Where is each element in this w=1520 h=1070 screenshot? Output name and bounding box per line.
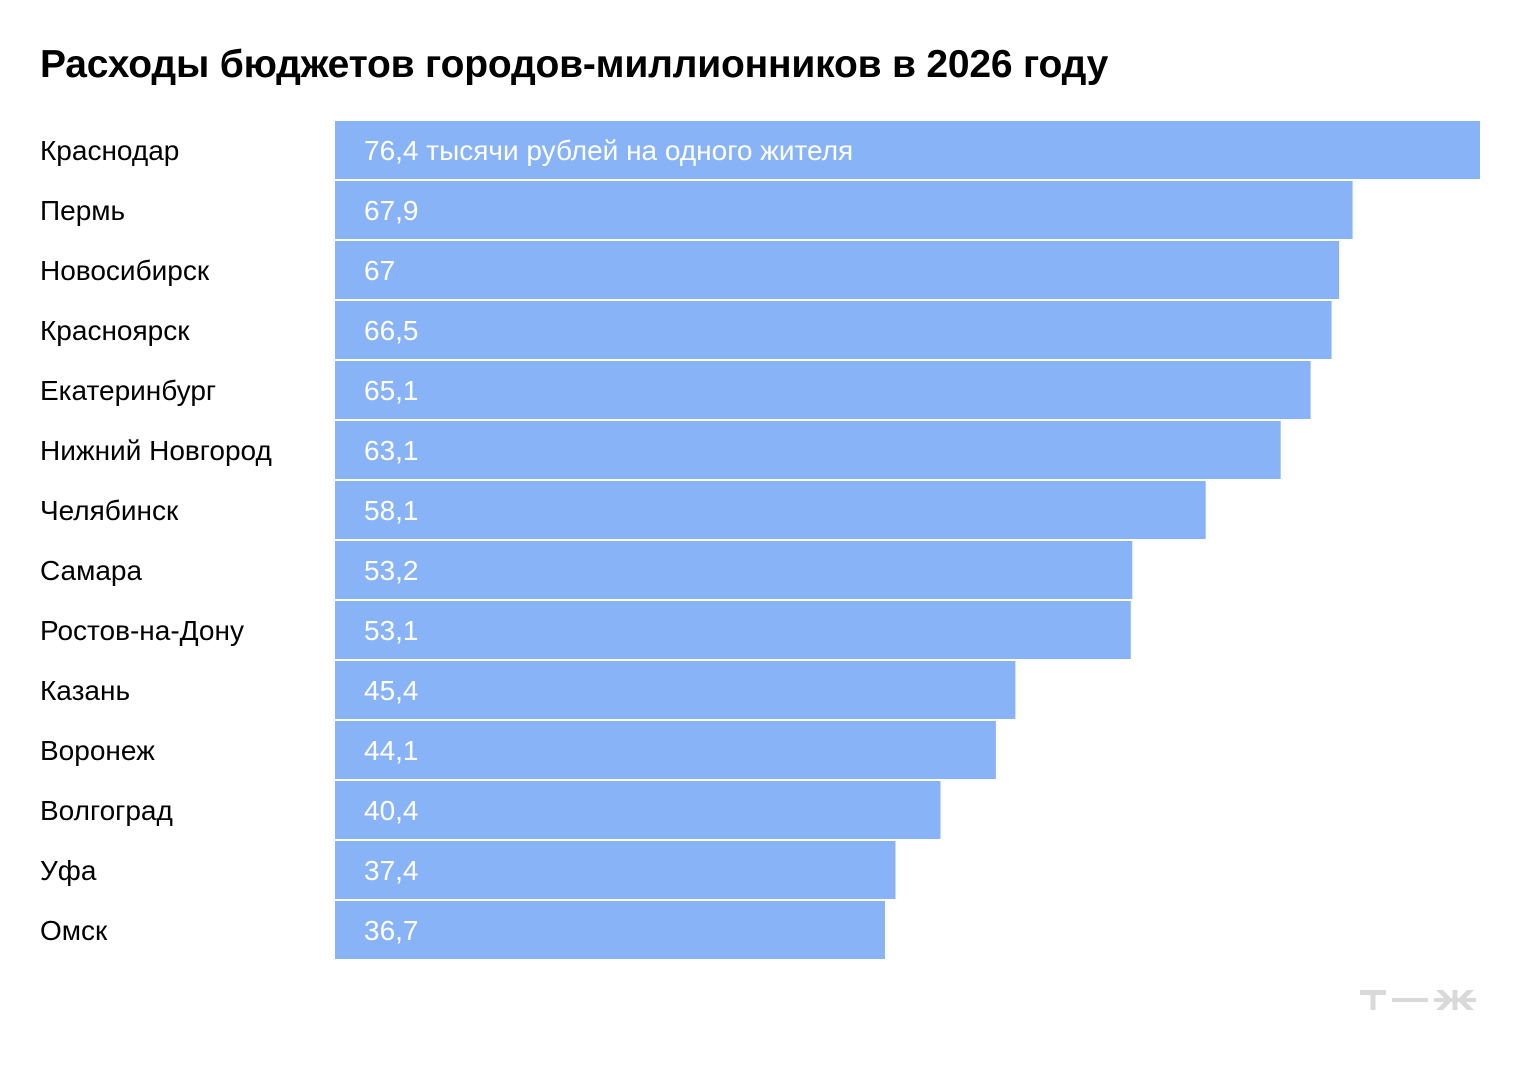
bar-13: [335, 841, 896, 899]
value-label: 45,4: [364, 675, 419, 706]
value-label: 36,7: [364, 915, 419, 946]
category-label: Красноярск: [40, 315, 190, 346]
category-label: Новосибирск: [40, 255, 210, 286]
bar-7: [335, 481, 1206, 539]
category-label: Екатеринбург: [40, 375, 216, 406]
value-label: 53,1: [364, 615, 419, 646]
bar-3: [335, 241, 1340, 299]
bar-6: [335, 421, 1281, 479]
value-label: 66,5: [364, 315, 419, 346]
bar-8: [335, 541, 1133, 599]
value-label: 76,4 тысячи рублей на одного жителя: [364, 135, 853, 166]
category-label: Самара: [40, 555, 143, 586]
category-label: Пермь: [40, 195, 125, 226]
value-label: 53,2: [364, 555, 419, 586]
bar-5: [335, 361, 1311, 419]
category-label: Волгоград: [40, 795, 173, 826]
chart-title: Расходы бюджетов городов-миллионников в …: [40, 43, 1109, 86]
bar-14: [335, 901, 885, 959]
value-label: 65,1: [364, 375, 419, 406]
value-label: 44,1: [364, 735, 419, 766]
category-label: Челябинск: [40, 495, 179, 526]
category-label: Краснодар: [40, 135, 179, 166]
bar-2: [335, 181, 1353, 239]
value-label: 63,1: [364, 435, 419, 466]
bar-12: [335, 781, 941, 839]
value-label: 67,9: [364, 195, 419, 226]
category-label: Казань: [40, 675, 130, 706]
value-label: 67: [364, 255, 395, 286]
category-label: Воронеж: [40, 735, 155, 766]
bar-10: [335, 661, 1016, 719]
bar-9: [335, 601, 1131, 659]
bar-11: [335, 721, 996, 779]
bar-4: [335, 301, 1332, 359]
value-label: 40,4: [364, 795, 419, 826]
category-label: Нижний Новгород: [40, 435, 272, 466]
value-label: 58,1: [364, 495, 419, 526]
bar-1: [335, 121, 1480, 179]
category-label: Омск: [40, 915, 108, 946]
labels-layer: Краснодар 76,4 тысячи рублей на одного жи…: [40, 135, 853, 946]
bars-layer: [335, 121, 1480, 959]
category-label: Ростов-на-Дону: [40, 615, 244, 646]
value-label: 37,4: [364, 855, 419, 886]
category-label: Уфа: [40, 855, 97, 886]
tzh-logo-icon: [1360, 990, 1476, 1010]
